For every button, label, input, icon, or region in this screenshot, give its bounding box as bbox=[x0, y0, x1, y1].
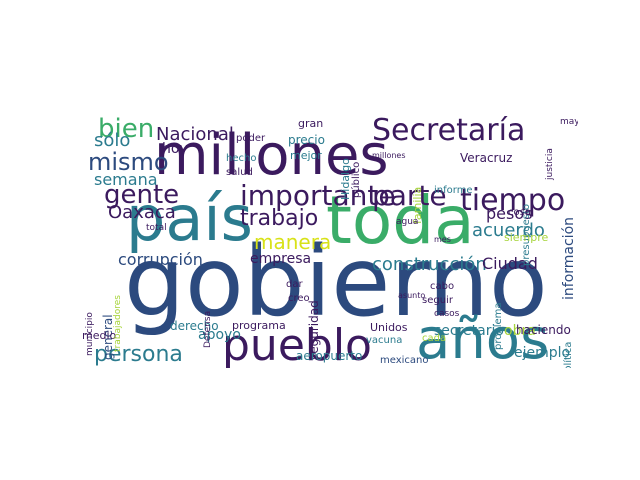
cloud-word: público bbox=[351, 161, 362, 198]
cloud-word: poder bbox=[236, 133, 266, 144]
cloud-word: programa bbox=[232, 319, 286, 332]
cloud-word: acuerdo bbox=[472, 220, 545, 241]
cloud-word: millones bbox=[372, 151, 406, 160]
cloud-word: años bbox=[416, 307, 550, 368]
cloud-word: trabajo bbox=[240, 206, 319, 231]
cloud-word: bien bbox=[98, 116, 155, 144]
cloud-word: manera bbox=[254, 230, 332, 254]
cloud-word: mes bbox=[434, 235, 451, 244]
cloud-word: semana bbox=[94, 170, 158, 189]
cloud-word: país bbox=[126, 182, 253, 255]
cloud-word: construcción bbox=[372, 254, 487, 275]
cloud-word: creo bbox=[288, 293, 310, 304]
cloud-word: Defensa bbox=[203, 310, 213, 348]
cloud-word: municipio bbox=[85, 312, 95, 356]
cloud-word: mejor bbox=[290, 149, 322, 162]
cloud-word: cabo bbox=[430, 281, 455, 292]
cloud-word: pesos bbox=[486, 204, 533, 223]
cloud-word: Ciudad bbox=[482, 254, 538, 273]
cloud-word: Unidos bbox=[370, 321, 408, 334]
cloud-word: agua bbox=[396, 217, 419, 227]
cloud-word: tiempo bbox=[460, 183, 566, 218]
cloud-word: gran bbox=[298, 117, 324, 130]
cloud-word: hoy bbox=[162, 141, 188, 157]
cloud-word: seguir bbox=[422, 295, 453, 306]
cloud-word: informe bbox=[434, 185, 473, 196]
cloud-word: millones bbox=[154, 123, 389, 188]
cloud-word: gobierno bbox=[124, 226, 548, 338]
cloud-word: secretario bbox=[434, 323, 504, 339]
cloud-word: cada bbox=[422, 333, 447, 344]
cloud-word: problema bbox=[493, 302, 504, 350]
cloud-word: Oaxaca bbox=[108, 202, 176, 223]
cloud-word: Secretaría bbox=[372, 116, 526, 148]
cloud-word: salud bbox=[226, 167, 253, 178]
cloud-word: precio bbox=[288, 133, 325, 147]
cloud-word: medio bbox=[82, 329, 117, 342]
cloud-word: cosa bbox=[508, 207, 531, 218]
cloud-word: asunto bbox=[398, 291, 426, 300]
cloud-word: total bbox=[146, 223, 167, 233]
cloud-word: trabajadores bbox=[113, 295, 123, 352]
cloud-word: mismo bbox=[88, 148, 169, 176]
cloud-word: parte bbox=[372, 179, 447, 212]
cloud-word: hecho bbox=[226, 153, 257, 164]
cloud-word: siempre bbox=[504, 231, 549, 244]
cloud-word: haciendo bbox=[516, 323, 571, 337]
cloud-word: mexicano bbox=[380, 355, 429, 366]
cloud-word: vacuna bbox=[366, 335, 403, 346]
cloud-word: Veracruz bbox=[460, 151, 513, 165]
cloud-word: política bbox=[563, 341, 574, 368]
cloud-word: toda bbox=[326, 182, 475, 259]
cloud-word: corrupción bbox=[118, 250, 203, 269]
word-cloud: gobierno millones país toda pueblo años Secret… bbox=[80, 116, 578, 368]
cloud-word: persona bbox=[94, 342, 183, 367]
cloud-word: Nacional bbox=[156, 124, 234, 145]
cloud-word: justicia bbox=[545, 148, 555, 180]
cloud-word: aeropuerto bbox=[296, 349, 363, 363]
cloud-word: gente bbox=[104, 180, 180, 210]
cloud-word: Hidalgo bbox=[339, 158, 352, 200]
cloud-word: información bbox=[561, 216, 577, 300]
cloud-word: importante bbox=[240, 179, 396, 212]
cloud-word: mayor bbox=[560, 117, 578, 127]
cloud-word: sólo bbox=[94, 130, 131, 151]
cloud-word: apoyo bbox=[198, 327, 241, 343]
cloud-word: dar bbox=[286, 279, 303, 290]
cloud-word: ejemplo bbox=[514, 345, 571, 361]
cloud-word: derecho bbox=[170, 319, 219, 333]
cloud-word: pueblo bbox=[222, 320, 372, 368]
cloud-word: obra bbox=[504, 323, 536, 339]
cloud-word: casos bbox=[434, 309, 460, 319]
cloud-word: empresa bbox=[250, 251, 312, 267]
